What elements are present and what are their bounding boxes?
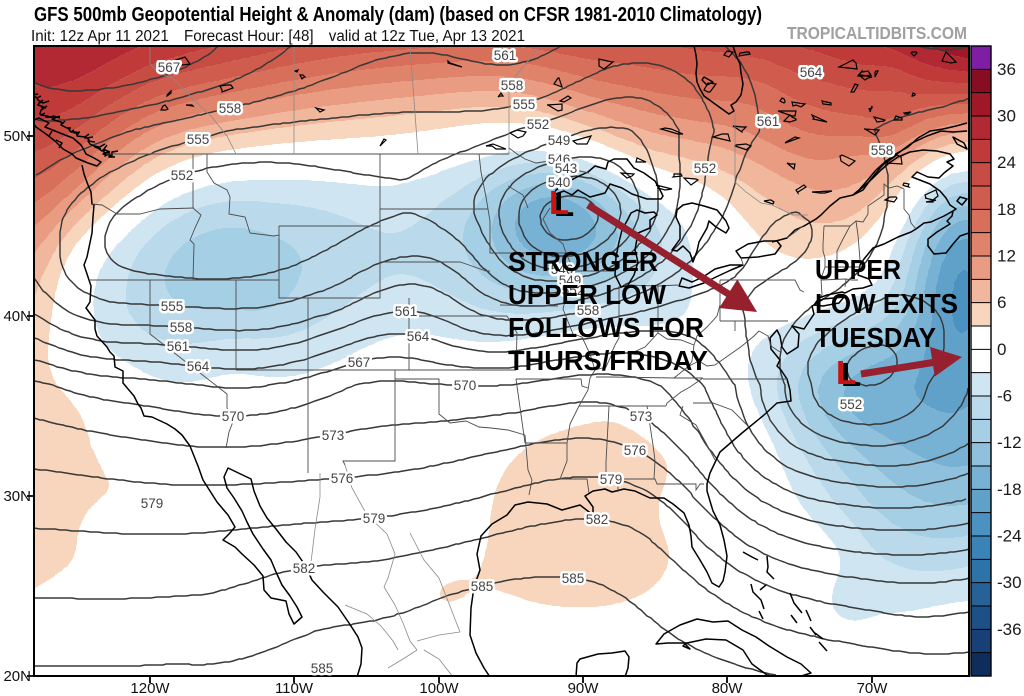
svg-text:552: 552 [527, 117, 550, 132]
svg-text:-30: -30 [997, 573, 1022, 592]
svg-text:STRONGER: STRONGER [508, 246, 658, 277]
svg-text:12: 12 [997, 247, 1016, 266]
svg-text:90W: 90W [568, 680, 600, 696]
svg-text:18: 18 [997, 200, 1016, 219]
svg-text:555: 555 [187, 132, 210, 147]
svg-text:561: 561 [167, 339, 190, 354]
svg-text:30N: 30N [3, 488, 31, 505]
svg-text:FOLLOWS FOR: FOLLOWS FOR [508, 312, 704, 343]
svg-text:564: 564 [187, 359, 210, 374]
svg-text:-24: -24 [997, 527, 1022, 546]
svg-text:570: 570 [222, 409, 245, 424]
svg-text:585: 585 [562, 571, 585, 586]
svg-text:0: 0 [997, 340, 1006, 359]
svg-text:555: 555 [513, 97, 536, 112]
svg-text:40N: 40N [3, 308, 31, 325]
svg-text:546: 546 [551, 262, 574, 277]
svg-text:564: 564 [800, 65, 823, 80]
svg-text:561: 561 [757, 114, 780, 129]
svg-text:555: 555 [161, 299, 184, 314]
svg-text:585: 585 [311, 661, 334, 676]
svg-text:552: 552 [840, 397, 863, 412]
svg-text:540: 540 [548, 175, 571, 190]
svg-text:552: 552 [694, 161, 717, 176]
svg-text:579: 579 [600, 472, 623, 487]
svg-text:L: L [554, 186, 574, 223]
svg-text:558: 558 [501, 78, 524, 93]
svg-text:579: 579 [363, 511, 386, 526]
svg-text:561: 561 [494, 48, 517, 63]
svg-text:579: 579 [141, 496, 164, 511]
svg-text:-36: -36 [997, 620, 1022, 639]
svg-text:576: 576 [331, 471, 354, 486]
svg-text:TUESDAY: TUESDAY [815, 322, 936, 353]
svg-text:Init: 12z Apr 11 2021 Forecas: Init: 12z Apr 11 2021 Forecast Hour: [48… [31, 28, 525, 45]
svg-text:80W: 80W [712, 680, 744, 696]
svg-text:70W: 70W [857, 680, 889, 696]
svg-text:-6: -6 [997, 387, 1012, 406]
svg-text:573: 573 [322, 428, 345, 443]
svg-text:L: L [841, 356, 861, 393]
svg-text:L: L [836, 354, 856, 391]
svg-text:546: 546 [548, 152, 571, 167]
svg-text:100W: 100W [419, 680, 459, 696]
svg-text:6: 6 [997, 293, 1006, 312]
svg-text:24: 24 [997, 153, 1016, 172]
svg-text:558: 558 [577, 303, 600, 318]
svg-text:558: 558 [871, 143, 894, 158]
svg-text:UPPER LOW: UPPER LOW [508, 279, 667, 310]
svg-text:30: 30 [997, 107, 1016, 126]
svg-text:TROPICALTIDBITS.COM: TROPICALTIDBITS.COM [787, 23, 967, 43]
svg-text:20N: 20N [3, 668, 31, 685]
svg-text:567: 567 [158, 60, 181, 75]
svg-text:585: 585 [471, 579, 494, 594]
svg-text:UPPER: UPPER [815, 254, 901, 285]
svg-text:-18: -18 [997, 480, 1022, 499]
svg-text:552: 552 [562, 283, 585, 298]
svg-text:110W: 110W [275, 680, 314, 696]
svg-text:543: 543 [555, 161, 578, 176]
svg-text:564: 564 [407, 329, 430, 344]
svg-text:THURS/FRIDAY: THURS/FRIDAY [508, 345, 708, 376]
svg-text:L: L [549, 184, 569, 221]
svg-text:120W: 120W [130, 680, 170, 696]
svg-text:552: 552 [171, 168, 194, 183]
svg-text:50N: 50N [3, 128, 31, 145]
svg-text:GFS 500mb Geopotential Height: GFS 500mb Geopotential Height & Anomaly … [34, 4, 762, 26]
svg-text:561: 561 [395, 304, 418, 319]
svg-text:576: 576 [624, 443, 647, 458]
svg-text:582: 582 [293, 561, 316, 576]
svg-text:567: 567 [348, 355, 371, 370]
svg-text:558: 558 [219, 101, 242, 116]
svg-text:549: 549 [548, 133, 571, 148]
svg-text:LOW EXITS: LOW EXITS [815, 288, 958, 319]
svg-text:573: 573 [630, 409, 653, 424]
svg-text:558: 558 [170, 320, 193, 335]
svg-text:-12: -12 [997, 433, 1022, 452]
svg-text:36: 36 [997, 60, 1016, 79]
svg-text:549: 549 [559, 273, 582, 288]
svg-text:570: 570 [454, 378, 477, 393]
svg-text:582: 582 [586, 512, 609, 527]
